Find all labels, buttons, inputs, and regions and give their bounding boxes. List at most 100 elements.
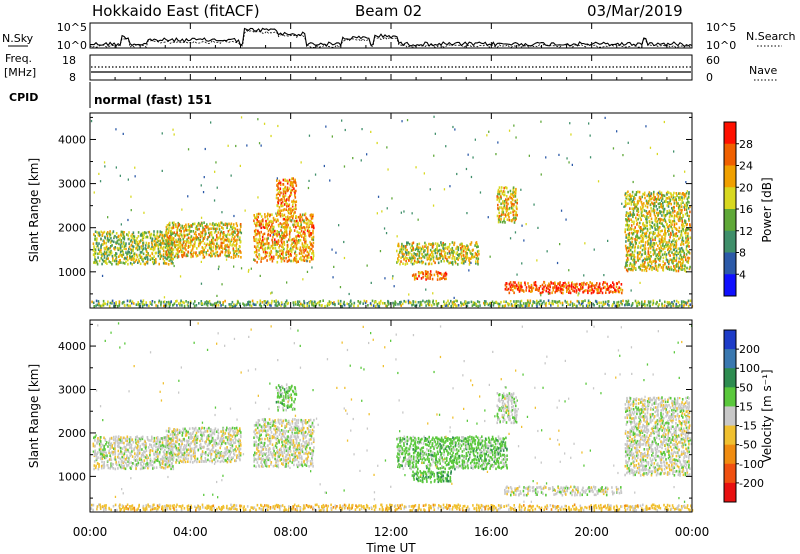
data-cell <box>514 200 517 204</box>
data-cell <box>112 453 114 456</box>
data-cell <box>312 224 315 228</box>
data-cell <box>118 463 121 467</box>
data-cell <box>590 291 593 295</box>
data-cell <box>110 458 113 462</box>
data-cell <box>454 303 456 306</box>
data-cell <box>352 157 354 160</box>
data-cell <box>668 233 670 236</box>
data-cell <box>150 232 153 236</box>
data-cell <box>115 301 117 304</box>
data-cell <box>170 254 173 257</box>
data-cell <box>186 450 188 453</box>
data-cell <box>589 134 591 137</box>
data-cell <box>221 241 224 245</box>
data-cell <box>204 225 207 228</box>
data-cell <box>514 231 517 234</box>
data-cell <box>662 219 665 222</box>
data-cell <box>95 240 98 243</box>
data-cell <box>654 218 656 221</box>
data-cell <box>435 255 438 258</box>
data-cell <box>396 235 398 238</box>
data-cell <box>295 253 298 257</box>
data-cell <box>271 255 273 259</box>
data-cell <box>277 185 279 188</box>
data-cell <box>264 300 267 303</box>
data-cell <box>514 285 516 288</box>
data-cell <box>119 452 121 455</box>
data-cell <box>598 291 601 294</box>
data-cell <box>279 181 282 185</box>
data-cell <box>277 240 280 243</box>
data-cell <box>638 241 641 244</box>
data-cell <box>414 253 417 256</box>
data-cell <box>268 242 270 245</box>
data-cell <box>142 465 144 468</box>
data-cell <box>610 290 612 293</box>
data-cell <box>319 300 322 303</box>
data-cell <box>131 255 134 258</box>
data-cell <box>311 216 314 220</box>
data-cell <box>673 257 676 260</box>
data-cell <box>155 452 158 455</box>
data-cell <box>687 227 690 231</box>
data-cell <box>674 227 677 230</box>
data-cell <box>468 259 470 262</box>
data-cell <box>162 261 165 265</box>
data-cell <box>150 439 152 442</box>
data-cell <box>681 197 684 201</box>
data-cell <box>644 232 646 235</box>
data-cell <box>201 234 204 238</box>
data-cell <box>191 248 194 251</box>
data-cell <box>439 272 442 275</box>
data-cell <box>235 242 238 245</box>
data-cell <box>662 211 665 214</box>
data-cell <box>237 255 240 258</box>
data-cell <box>303 226 305 229</box>
data-cell <box>292 259 295 263</box>
data-cell <box>134 459 137 462</box>
data-cell <box>312 231 314 235</box>
data-cell <box>111 231 114 235</box>
data-cell <box>444 271 447 275</box>
data-cell <box>150 240 153 244</box>
noise-left-tick-bottom: 10^0 <box>57 39 87 52</box>
data-cell <box>646 215 648 218</box>
data-cell <box>115 259 118 263</box>
data-cell <box>165 239 168 242</box>
data-cell <box>116 463 118 467</box>
data-cell <box>239 230 242 234</box>
data-cell <box>305 216 307 219</box>
data-cell <box>113 304 115 308</box>
data-cell <box>111 444 113 447</box>
data-cell <box>180 248 182 251</box>
data-cell <box>133 257 136 260</box>
data-cell <box>630 257 633 260</box>
data-cell <box>684 193 686 196</box>
data-cell <box>279 198 282 202</box>
data-cell <box>168 226 170 230</box>
data-cell <box>261 239 263 243</box>
data-cell <box>506 282 508 285</box>
data-cell <box>682 228 684 231</box>
data-cell <box>115 252 118 256</box>
data-cell <box>348 303 350 306</box>
data-cell <box>237 233 239 236</box>
data-cell <box>526 302 528 305</box>
data-cell <box>100 445 102 449</box>
velocity-panel-background <box>90 320 692 512</box>
data-cell <box>621 291 623 295</box>
data-cell <box>155 242 157 245</box>
data-cell <box>107 257 109 260</box>
data-cell <box>101 460 103 464</box>
data-cell <box>432 292 434 295</box>
data-cell <box>405 259 407 263</box>
data-cell <box>466 244 468 247</box>
data-cell <box>620 283 623 286</box>
data-cell <box>470 241 473 244</box>
data-cell <box>181 243 184 247</box>
data-cell <box>505 206 507 210</box>
data-cell <box>664 240 666 243</box>
data-cell <box>256 260 258 264</box>
data-cell <box>248 300 250 304</box>
data-cell <box>216 245 218 249</box>
